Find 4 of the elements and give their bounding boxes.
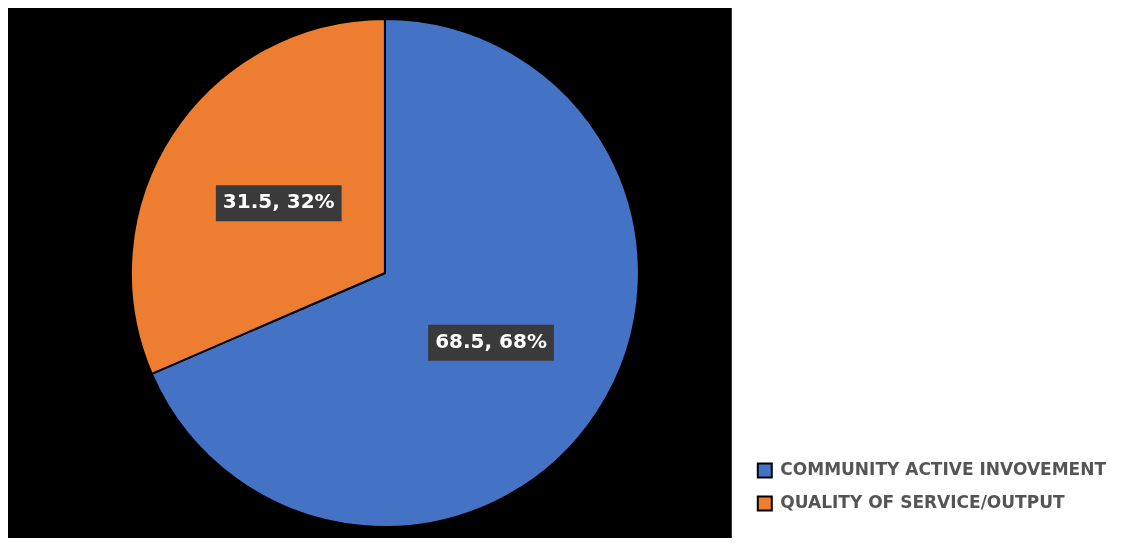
data-label: 68.5, 68% <box>435 328 547 353</box>
legend-label: COMMUNITY ACTIVE INVOVEMENT <box>780 458 1107 479</box>
legend-label: QUALITY OF SERVICE/OUTPUT <box>780 491 1065 512</box>
data-label: 31.5, 32% <box>222 189 335 214</box>
